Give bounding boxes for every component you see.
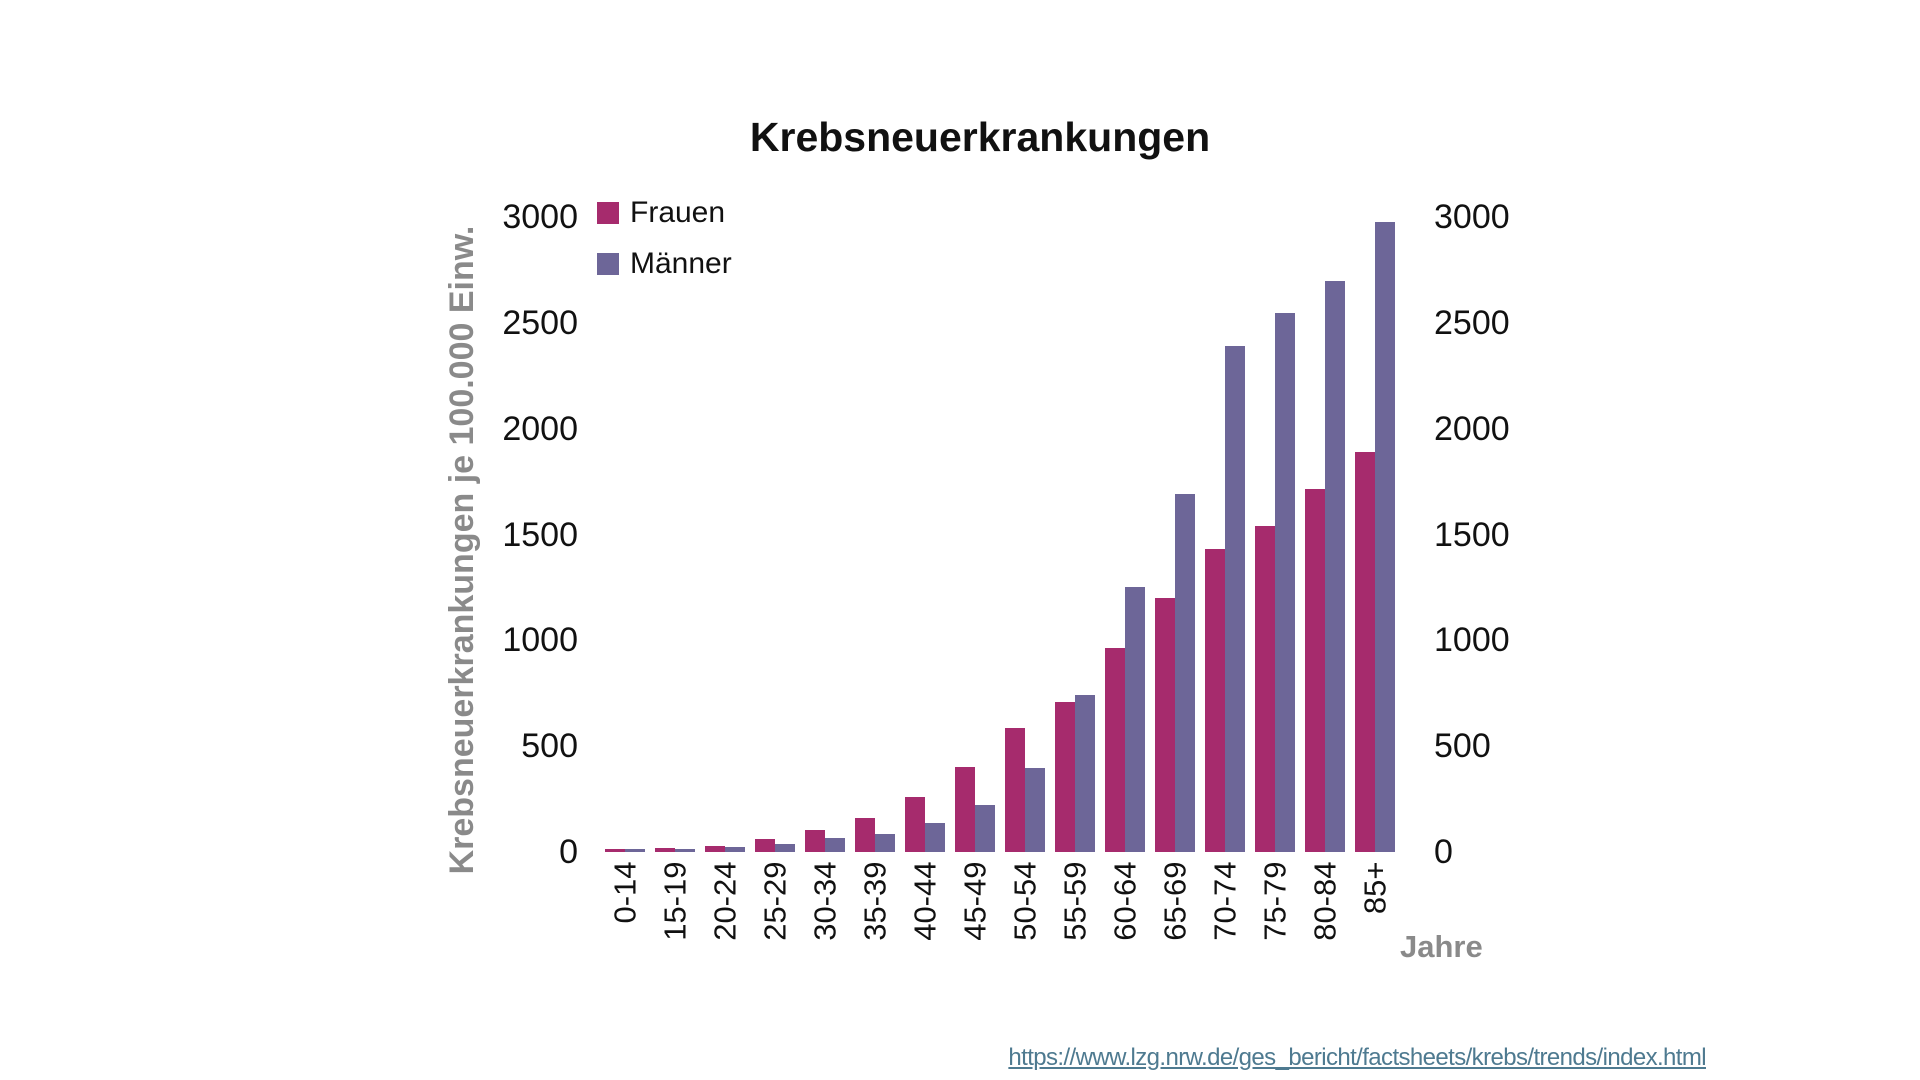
y-tick-label-left: 3000: [502, 198, 578, 236]
bar-frauen-65-69: [1155, 598, 1175, 852]
bar-frauen-15-19: [655, 848, 675, 852]
x-tick-label: 0-14: [607, 861, 643, 924]
legend-item-frauen: Frauen: [597, 198, 732, 228]
bar-männer-15-19: [675, 849, 695, 852]
bar-männer-65-69: [1175, 494, 1195, 852]
y-tick-label-left: 1000: [502, 621, 578, 660]
bar-männer-70-74: [1225, 346, 1245, 852]
bar-frauen-70-74: [1205, 549, 1225, 852]
bar-männer-30-34: [825, 838, 845, 852]
x-tick-label: 15-19: [657, 861, 693, 941]
bar-männer-85+: [1375, 222, 1395, 852]
x-tick-label: 20-24: [707, 861, 743, 941]
bar-frauen-50-54: [1005, 728, 1025, 852]
bar-frauen-20-24: [705, 845, 725, 852]
bar-frauen-25-29: [755, 839, 775, 852]
bar-frauen-60-64: [1105, 647, 1125, 852]
y-tick-label-left: 2500: [502, 303, 578, 342]
x-axis-title: Jahre: [1400, 929, 1483, 964]
y-tick-label-left: 0: [559, 833, 578, 871]
bar-männer-25-29: [775, 843, 795, 852]
bar-frauen-0-14: [605, 849, 625, 852]
bar-frauen-35-39: [855, 818, 875, 852]
chart-title: Krebsneuerkrankungen: [749, 114, 1211, 160]
bar-frauen-45-49: [955, 767, 975, 852]
bar-frauen-75-79: [1255, 526, 1275, 852]
y-tick-label-left: 2000: [502, 409, 578, 448]
x-tick-label: 35-39: [857, 861, 893, 941]
y-tick-label-right: 3000: [1434, 198, 1510, 236]
legend-swatch-frauen: [597, 202, 619, 224]
bar-männer-55-59: [1075, 695, 1095, 852]
bar-frauen-40-44: [905, 796, 925, 852]
y-tick-label-right: 2500: [1434, 303, 1510, 342]
y-tick-label-right: 500: [1434, 727, 1491, 766]
x-tick-label: 45-49: [957, 861, 993, 941]
x-tick-label: 55-59: [1057, 861, 1093, 941]
bar-frauen-85+: [1355, 451, 1375, 852]
bar-männer-20-24: [725, 846, 745, 852]
x-tick-label: 80-84: [1307, 861, 1343, 941]
x-tick-label: 85+: [1357, 861, 1393, 915]
x-tick-label: 65-69: [1157, 861, 1193, 941]
y-tick-label-right: 2000: [1434, 409, 1510, 448]
legend-label-männer: Männer: [630, 247, 732, 280]
bar-frauen-55-59: [1055, 701, 1075, 852]
bar-männer-60-64: [1125, 587, 1145, 852]
bar-frauen-80-84: [1305, 488, 1325, 852]
x-tick-label: 70-74: [1207, 861, 1243, 941]
legend-swatch-männer: [597, 253, 619, 275]
legend: Frauen Männer: [597, 198, 732, 300]
y-tick-label-right: 1500: [1434, 515, 1510, 554]
x-tick-label: 60-64: [1107, 861, 1143, 941]
legend-label-frauen: Frauen: [630, 196, 726, 229]
x-tick-label: 30-34: [807, 861, 843, 941]
bar-männer-0-14: [625, 849, 645, 852]
bar-männer-40-44: [925, 823, 945, 852]
y-tick-label-left: 500: [521, 727, 578, 766]
source-link-row: https://www.lzg.nrw.de/ges_bericht/facts…: [0, 1044, 1706, 1072]
bar-frauen-30-34: [805, 829, 825, 852]
y-tick-label-right: 1000: [1434, 621, 1510, 660]
x-tick-label: 50-54: [1007, 861, 1043, 941]
legend-item-männer: Männer: [597, 249, 732, 279]
x-tick-label: 40-44: [907, 861, 943, 941]
x-tick-label: 75-79: [1257, 861, 1293, 941]
bar-männer-80-84: [1325, 280, 1345, 852]
bar-männer-50-54: [1025, 768, 1045, 852]
bar-männer-75-79: [1275, 313, 1295, 852]
y-tick-label-left: 1500: [502, 515, 578, 554]
y-tick-label-right: 0: [1434, 833, 1453, 871]
bar-männer-45-49: [975, 805, 995, 852]
bar-männer-35-39: [875, 834, 895, 852]
x-tick-label: 25-29: [757, 861, 793, 941]
source-link[interactable]: https://www.lzg.nrw.de/ges_bericht/facts…: [1008, 1044, 1706, 1071]
